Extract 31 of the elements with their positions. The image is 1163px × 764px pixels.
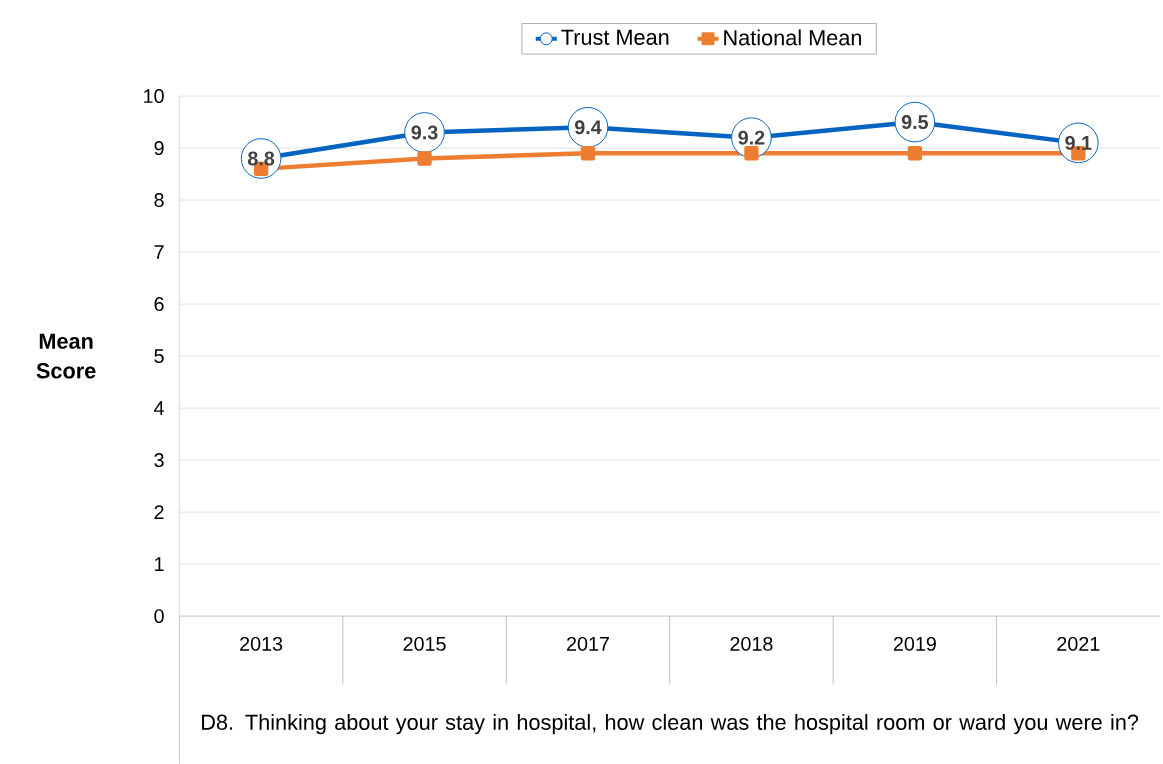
x-tick-label: 2017 — [567, 636, 609, 651]
data-label: 9.3 — [411, 125, 438, 140]
legend-label: Trust Mean — [561, 29, 669, 45]
y-axis-title: Mean Score — [36, 333, 96, 379]
y-tick-label: 9 — [154, 141, 164, 156]
y-tick-label: 6 — [154, 297, 164, 312]
point — [580, 146, 596, 161]
point — [907, 146, 923, 161]
y-tick-label: 3 — [154, 453, 164, 468]
data-label: 9.2 — [738, 130, 765, 145]
data-label: 9.1 — [1065, 135, 1092, 150]
data-label: 9.5 — [901, 115, 929, 129]
data-label: 9.4 — [574, 120, 602, 135]
y-tick-label: 8 — [154, 193, 164, 208]
y-tick-label: 10 — [144, 89, 164, 103]
x-tick-label: 2019 — [893, 636, 936, 651]
x-tick-label: 2013 — [240, 636, 283, 651]
y-tick-label: 4 — [154, 401, 164, 415]
point — [744, 146, 759, 161]
y-tick-label: 2 — [154, 505, 164, 519]
y-tick-label: 7 — [154, 245, 164, 259]
y-tick-label: 0 — [154, 609, 164, 624]
y-tick-label: 5 — [154, 349, 164, 363]
point — [417, 151, 432, 166]
data-label: 8.8 — [248, 151, 275, 166]
x-tick-label: 2021 — [1057, 636, 1100, 651]
y-tick-label: 1 — [155, 557, 164, 571]
legend-label: National Mean — [724, 29, 862, 46]
x-tick-label: 2015 — [403, 636, 446, 651]
x-axis-title: D8. Thinking about your stay in hospital, how clean was the hospital room or ward you were in? — [202, 713, 1139, 735]
x-tick-label: 2018 — [730, 636, 773, 651]
